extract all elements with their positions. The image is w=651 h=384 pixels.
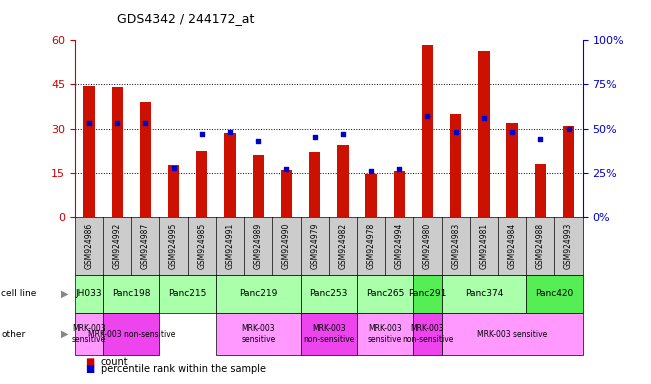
Text: JH033: JH033 — [76, 289, 102, 298]
Point — [366, 168, 376, 174]
Text: GSM924979: GSM924979 — [310, 223, 319, 269]
Bar — [83, 86, 94, 217]
Text: GSM924985: GSM924985 — [197, 223, 206, 269]
Bar — [253, 155, 264, 217]
Point — [84, 120, 94, 126]
Bar — [422, 45, 433, 217]
Point — [338, 131, 348, 137]
Text: ■: ■ — [85, 357, 94, 367]
Text: Panc265: Panc265 — [366, 289, 404, 298]
Text: Panc253: Panc253 — [310, 289, 348, 298]
Bar — [196, 151, 208, 217]
Text: percentile rank within the sample: percentile rank within the sample — [101, 364, 266, 374]
Point — [225, 129, 235, 135]
Point — [253, 138, 264, 144]
Bar — [365, 174, 377, 217]
Text: MRK-003
non-sensitive: MRK-003 non-sensitive — [303, 324, 354, 344]
Point — [169, 164, 179, 170]
Text: GSM924992: GSM924992 — [113, 223, 122, 269]
Point — [478, 115, 489, 121]
Bar — [394, 171, 405, 217]
Bar — [534, 164, 546, 217]
Point — [450, 129, 461, 135]
Point — [563, 126, 574, 132]
Text: GSM924982: GSM924982 — [339, 223, 348, 269]
Text: GSM924986: GSM924986 — [85, 223, 94, 269]
Text: GSM924993: GSM924993 — [564, 223, 573, 269]
Point — [422, 113, 433, 119]
Bar — [281, 170, 292, 217]
Text: MRK-003
sensitive: MRK-003 sensitive — [241, 324, 275, 344]
Text: GSM924983: GSM924983 — [451, 223, 460, 269]
Text: Panc291: Panc291 — [408, 289, 447, 298]
Text: MRK-003
non-sensitive: MRK-003 non-sensitive — [402, 324, 453, 344]
Bar — [563, 126, 574, 217]
Text: GSM924995: GSM924995 — [169, 223, 178, 269]
Text: MRK-003 sensitive: MRK-003 sensitive — [477, 329, 547, 339]
Text: GSM924984: GSM924984 — [508, 223, 517, 269]
Text: ▶: ▶ — [61, 289, 69, 299]
Text: cell line: cell line — [1, 289, 36, 298]
Text: GSM924981: GSM924981 — [479, 223, 488, 269]
Point — [507, 129, 518, 135]
Text: GSM924988: GSM924988 — [536, 223, 545, 269]
Text: GSM924980: GSM924980 — [423, 223, 432, 269]
Text: MRK-003 non-sensitive: MRK-003 non-sensitive — [88, 329, 175, 339]
Text: GSM924994: GSM924994 — [395, 223, 404, 269]
Bar — [506, 123, 518, 217]
Point — [140, 120, 150, 126]
Point — [535, 136, 546, 142]
Bar — [309, 152, 320, 217]
Text: GSM924990: GSM924990 — [282, 223, 291, 269]
Bar — [111, 88, 123, 217]
Bar — [168, 166, 179, 217]
Point — [112, 120, 122, 126]
Text: Panc219: Panc219 — [239, 289, 277, 298]
Text: GSM924989: GSM924989 — [254, 223, 263, 269]
Text: GSM924978: GSM924978 — [367, 223, 376, 269]
Point — [394, 166, 404, 172]
Point — [197, 131, 207, 137]
Point — [309, 134, 320, 141]
Text: Panc215: Panc215 — [169, 289, 207, 298]
Text: Panc420: Panc420 — [535, 289, 574, 298]
Text: GSM924991: GSM924991 — [225, 223, 234, 269]
Text: GSM924987: GSM924987 — [141, 223, 150, 269]
Bar — [337, 145, 348, 217]
Text: count: count — [101, 357, 128, 367]
Bar — [225, 133, 236, 217]
Text: ▶: ▶ — [61, 329, 69, 339]
Text: MRK-003
sensitive: MRK-003 sensitive — [72, 324, 106, 344]
Text: Panc374: Panc374 — [465, 289, 503, 298]
Text: MRK-003
sensitive: MRK-003 sensitive — [368, 324, 402, 344]
Bar — [478, 51, 490, 217]
Text: Panc198: Panc198 — [112, 289, 150, 298]
Text: other: other — [1, 329, 25, 339]
Point — [281, 166, 292, 172]
Bar — [450, 114, 462, 217]
Bar — [140, 102, 151, 217]
Text: ■: ■ — [85, 364, 94, 374]
Text: GDS4342 / 244172_at: GDS4342 / 244172_at — [117, 12, 255, 25]
